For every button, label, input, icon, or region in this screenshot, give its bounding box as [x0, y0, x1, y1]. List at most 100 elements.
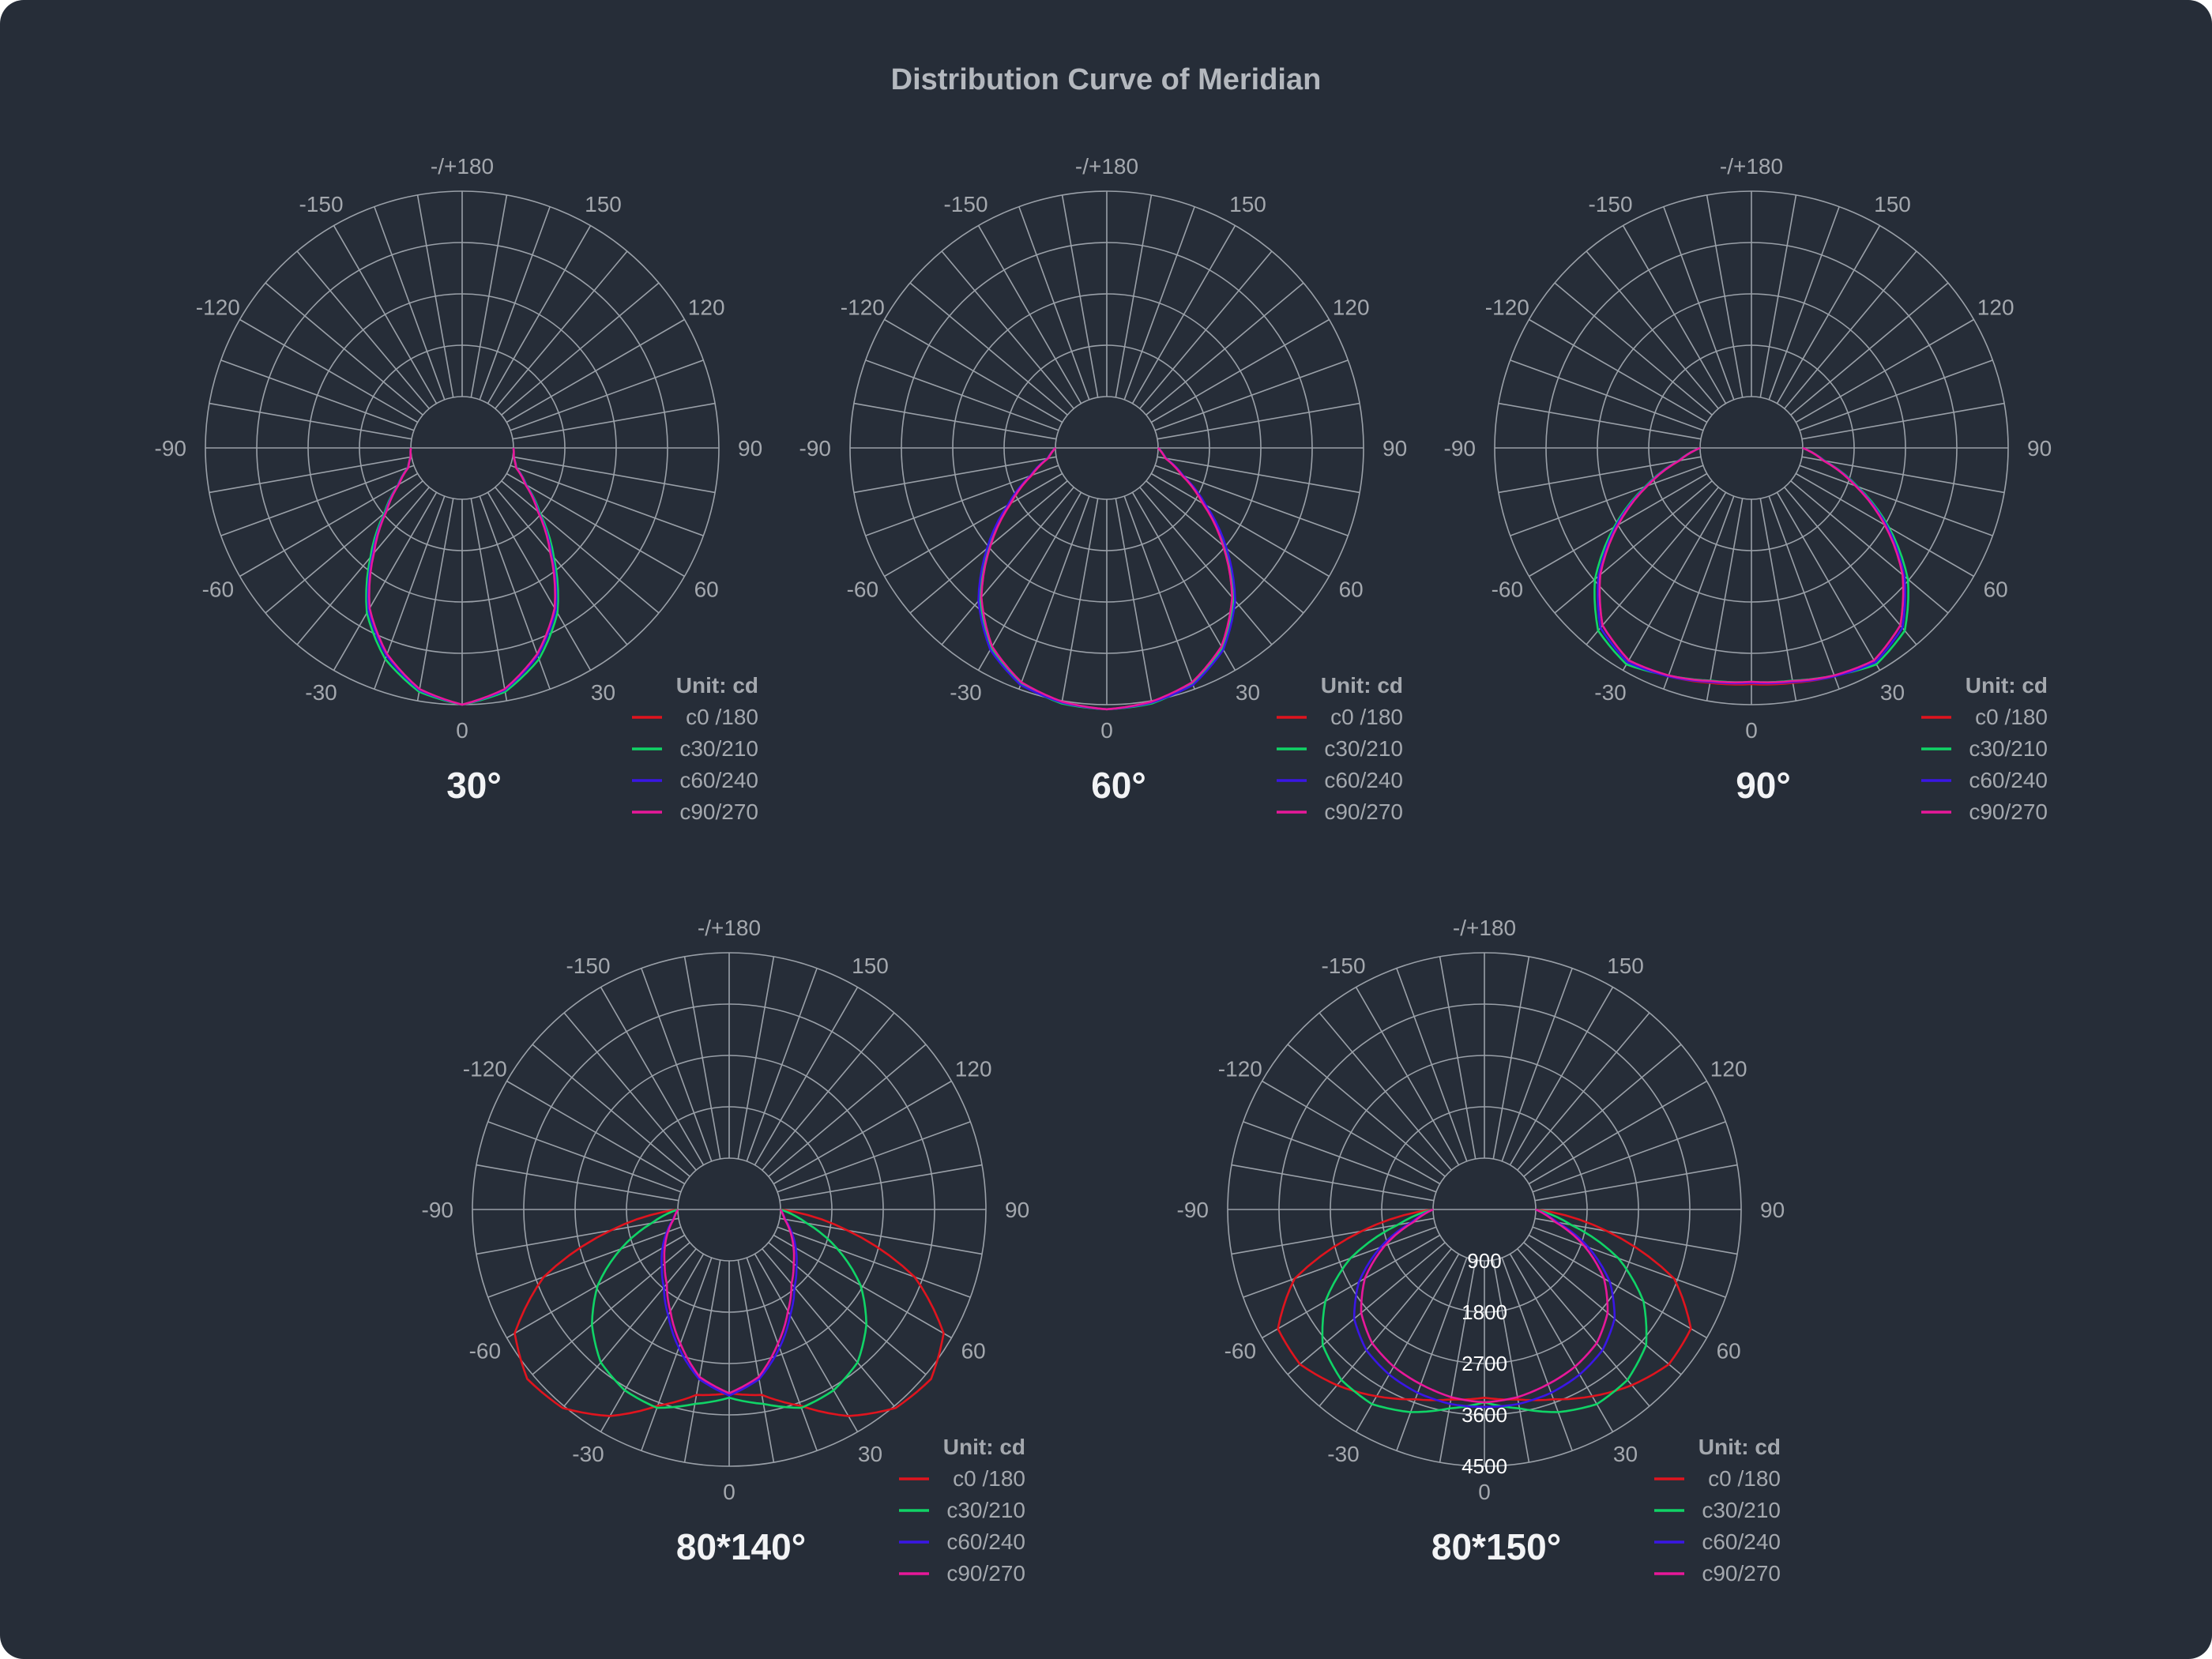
grid-spoke — [1776, 225, 1881, 404]
grid-spoke — [1123, 206, 1195, 401]
grid-spoke — [641, 968, 713, 1162]
grid-spoke — [1784, 250, 1917, 409]
grid-spoke — [1510, 359, 1704, 431]
legend-label: c60/240 — [1702, 1529, 1781, 1554]
legend-label: c30/210 — [1969, 736, 2048, 761]
chart-title: 60° — [1091, 765, 1146, 806]
grid-spoke — [374, 495, 446, 690]
angle-tick-label: -30 — [572, 1442, 604, 1466]
grid-spoke — [487, 225, 592, 404]
legend-label: c0 /180 — [1330, 705, 1403, 729]
grid-spoke — [977, 225, 1082, 404]
angle-tick-label: 30 — [858, 1442, 882, 1466]
grid-spoke — [1139, 250, 1273, 409]
grid-spoke — [563, 1012, 697, 1171]
grid-spoke — [1287, 1044, 1446, 1177]
grid-spoke — [1517, 1012, 1650, 1171]
legend-label: c30/210 — [1702, 1498, 1781, 1522]
grid-spoke — [941, 250, 1074, 409]
radial-tick-label: 2700 — [1462, 1352, 1507, 1375]
grid-spoke — [768, 1242, 927, 1375]
grid-spoke — [1115, 194, 1153, 398]
grid-spoke — [754, 987, 859, 1166]
grid-spoke — [1501, 1257, 1573, 1451]
grid-spoke — [1795, 318, 1974, 423]
angle-tick-label: -120 — [196, 295, 240, 320]
grid-spoke — [1523, 1242, 1682, 1375]
grid-spoke — [1154, 465, 1349, 536]
grid-spoke — [1231, 1164, 1435, 1202]
grid-spoke — [779, 1164, 983, 1202]
grid-spoke — [1262, 1234, 1441, 1339]
polar-chart-4: -/+180 -150 150 -120 120 -90 90 -60 60 -30 30 0 Unit… — [422, 916, 1030, 1586]
grid-spoke — [1759, 194, 1797, 398]
legend-label: c60/240 — [679, 768, 758, 792]
grid-spoke — [1622, 225, 1727, 404]
grid-spoke — [1115, 498, 1153, 702]
angle-tick-label: 60 — [1984, 577, 2008, 602]
grid-spoke — [510, 465, 704, 536]
grid-spoke — [600, 987, 705, 1166]
angle-tick-label: 90 — [1382, 436, 1407, 461]
legend-label: c90/270 — [1324, 799, 1403, 824]
grid-spoke — [746, 968, 818, 1162]
curve-c90-270 — [1360, 1208, 1609, 1404]
grid-spoke — [1768, 206, 1840, 401]
grid-spoke — [977, 491, 1082, 671]
curve-c90-270 — [1598, 446, 1905, 684]
curve-c90-270 — [980, 447, 1234, 711]
curve-c60-240 — [1352, 1208, 1616, 1409]
grid-spoke — [220, 465, 415, 536]
legend-label: c30/210 — [679, 736, 758, 761]
grid-spoke — [600, 1253, 705, 1432]
polar-chart-3: -/+180 -150 150 -120 120 -90 90 -60 60 -30 30 0 Unit… — [1444, 154, 2052, 824]
radial-tick-label: 900 — [1467, 1249, 1501, 1273]
grid-spoke — [1157, 456, 1360, 494]
grid-spoke — [1123, 495, 1195, 690]
grid-spoke — [1157, 402, 1360, 440]
grid-spoke — [532, 1242, 690, 1375]
angle-tick-label: -150 — [1321, 954, 1365, 978]
grid-spoke — [495, 250, 628, 409]
angle-tick-label: 30 — [591, 680, 615, 705]
angle-tick-label: -150 — [943, 192, 988, 216]
angle-tick-label: 60 — [961, 1339, 986, 1364]
grid-spoke — [683, 1259, 721, 1463]
grid-spoke — [737, 1259, 775, 1463]
angle-tick-label: 60 — [694, 577, 719, 602]
grid-spoke — [1319, 1012, 1452, 1171]
grid-spoke — [1498, 402, 1702, 440]
angle-tick-label: -60 — [847, 577, 878, 602]
grid-spoke — [865, 465, 1059, 536]
grid-spoke — [641, 1257, 713, 1451]
grid-spoke — [1663, 206, 1735, 401]
grid-spoke — [1262, 1080, 1441, 1185]
angle-tick-label: 0 — [723, 1480, 735, 1504]
grid-spoke — [1355, 1253, 1460, 1432]
angle-tick-label: -30 — [950, 680, 981, 705]
grid-spoke — [532, 1044, 690, 1177]
curve-c60-240 — [660, 1209, 798, 1397]
angle-tick-label: 120 — [955, 1057, 992, 1082]
grid-spoke — [762, 1248, 895, 1407]
grid-spoke — [506, 318, 685, 423]
grid-spoke — [487, 1226, 682, 1298]
grid-spoke — [853, 456, 1057, 494]
grid-spoke — [1150, 472, 1330, 577]
grid-spoke — [1287, 1242, 1446, 1375]
radial-tick-label: 1800 — [1462, 1300, 1507, 1324]
grid-spoke — [1532, 1226, 1726, 1298]
grid-spoke — [1150, 318, 1330, 423]
grid-spoke — [476, 1217, 679, 1255]
angle-tick-label: -30 — [1327, 1442, 1359, 1466]
radial-tick-label: 4500 — [1462, 1454, 1507, 1478]
grid-spoke — [374, 206, 446, 401]
grid-spoke — [1510, 465, 1704, 536]
grid-spoke — [1586, 487, 1719, 645]
grid-spoke — [1776, 491, 1881, 671]
grid-spoke — [1061, 194, 1099, 398]
grid-spoke — [1498, 456, 1702, 494]
grid-spoke — [1139, 487, 1273, 645]
grid-spoke — [476, 1164, 679, 1202]
legend-unit: Unit: cd — [943, 1435, 1025, 1459]
